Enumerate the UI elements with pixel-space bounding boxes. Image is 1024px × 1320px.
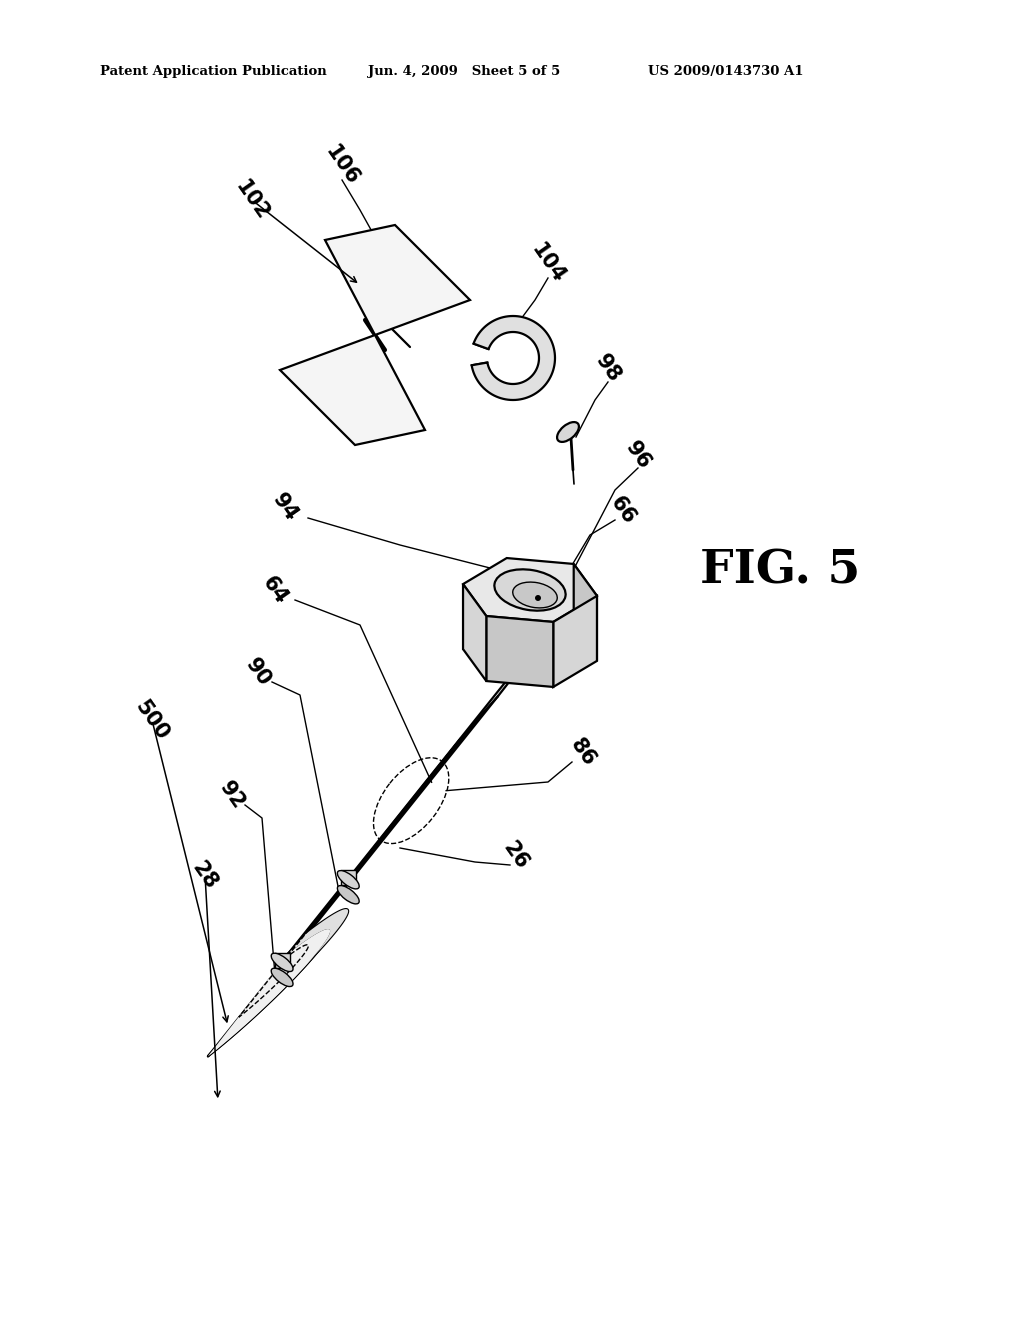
Text: 86: 86 (566, 734, 599, 770)
Text: FIG. 5: FIG. 5 (699, 546, 860, 593)
Polygon shape (480, 594, 578, 717)
Text: 104: 104 (527, 239, 568, 286)
Circle shape (535, 595, 541, 601)
Text: 94: 94 (268, 490, 301, 524)
Text: 64: 64 (258, 573, 292, 607)
Text: 98: 98 (592, 350, 625, 385)
Polygon shape (325, 224, 470, 335)
Ellipse shape (271, 968, 293, 986)
Polygon shape (341, 870, 355, 886)
Text: 66: 66 (606, 492, 640, 528)
Polygon shape (553, 595, 597, 686)
Polygon shape (208, 909, 348, 1056)
Ellipse shape (337, 886, 359, 904)
Text: 26: 26 (500, 837, 532, 873)
Polygon shape (463, 583, 486, 681)
Ellipse shape (557, 422, 579, 442)
Text: 102: 102 (231, 177, 272, 223)
Polygon shape (280, 335, 425, 445)
Polygon shape (463, 558, 597, 622)
Text: 106: 106 (322, 141, 362, 189)
Text: Patent Application Publication: Patent Application Publication (100, 65, 327, 78)
Ellipse shape (337, 871, 359, 888)
Text: 90: 90 (242, 655, 274, 689)
Ellipse shape (513, 582, 557, 609)
Text: 92: 92 (215, 777, 249, 813)
Polygon shape (208, 696, 498, 1056)
Text: 96: 96 (622, 437, 654, 473)
Text: US 2009/0143730 A1: US 2009/0143730 A1 (648, 65, 804, 78)
Text: Jun. 4, 2009   Sheet 5 of 5: Jun. 4, 2009 Sheet 5 of 5 (368, 65, 560, 78)
Polygon shape (486, 616, 553, 686)
Polygon shape (573, 564, 597, 661)
Polygon shape (353, 738, 461, 874)
Text: 28: 28 (188, 858, 221, 892)
Polygon shape (274, 953, 290, 968)
Ellipse shape (271, 953, 293, 972)
Polygon shape (472, 315, 555, 400)
Polygon shape (208, 929, 330, 1056)
Ellipse shape (495, 569, 565, 611)
Text: 500: 500 (131, 697, 173, 743)
Polygon shape (208, 614, 560, 1056)
